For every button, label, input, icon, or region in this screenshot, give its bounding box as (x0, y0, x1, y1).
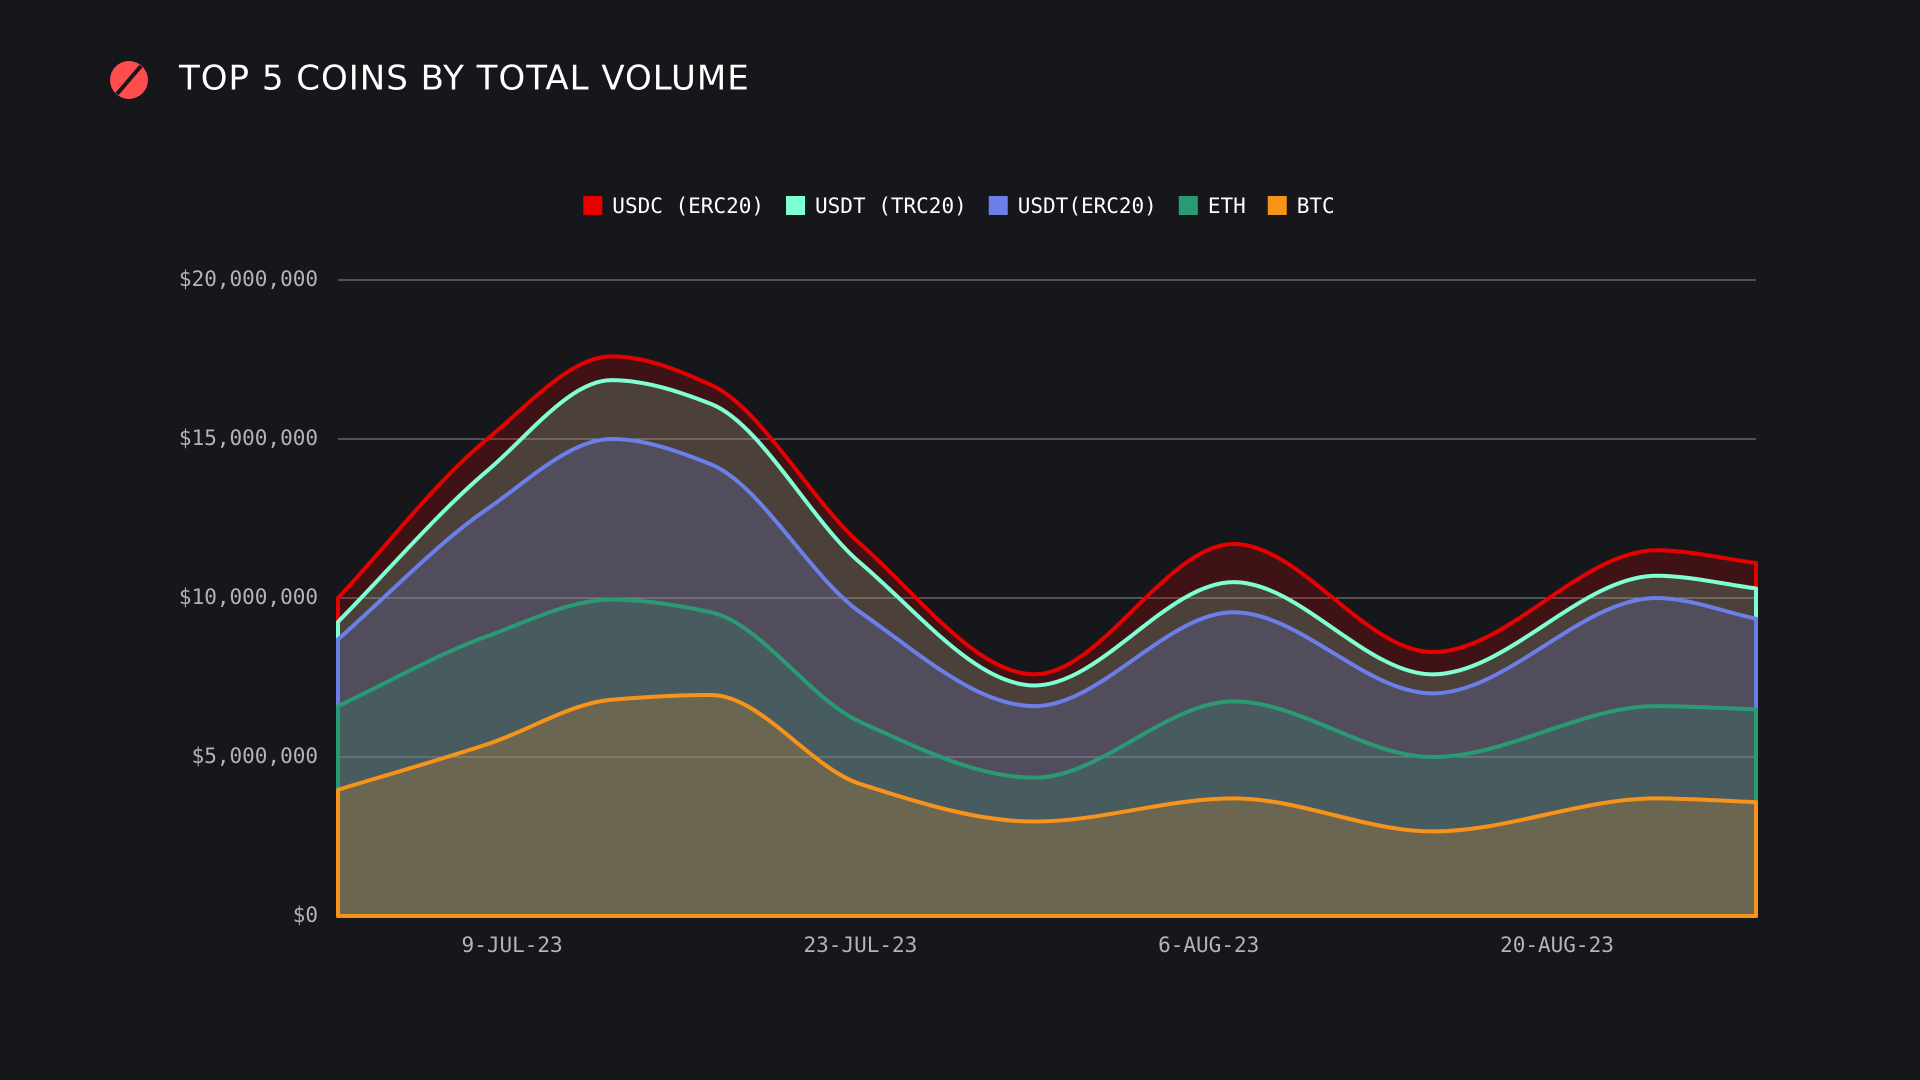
legend-item: ETH (1178, 194, 1246, 218)
legend-label: BTC (1297, 194, 1335, 218)
y-tick-label: $0 (293, 903, 318, 927)
legend-swatch (1178, 196, 1198, 215)
legend: USDC (ERC20) USDT (TRC20) USDT(ERC20) ETH BT… (583, 194, 1335, 218)
y-tick-label: $20,000,000 (179, 267, 318, 291)
area (336, 597, 1758, 918)
y-tick-label: $15,000,000 (179, 426, 318, 450)
y-tick-label: $10,000,000 (179, 585, 318, 609)
legend-item: USDT(ERC20) (988, 194, 1157, 218)
legend-label: USDT(ERC20) (1018, 194, 1157, 218)
area (336, 437, 1758, 918)
legend-swatch (786, 196, 806, 215)
legend-item: BTC (1267, 194, 1335, 218)
legend-item: USDC (ERC20) (583, 194, 764, 218)
y-tick-label: $5,000,000 (192, 744, 318, 768)
x-tick-label: 9-JUL-23 (462, 933, 563, 957)
x-tick-label: 23-JUL-23 (804, 933, 918, 957)
legend-swatch (1267, 196, 1287, 215)
legend-swatch (583, 196, 603, 215)
area (336, 378, 1758, 918)
chart-title: TOP 5 COINS BY TOTAL VOLUME (178, 59, 750, 99)
area (336, 354, 1758, 918)
legend-label: USDT (TRC20) (815, 194, 967, 218)
logo-icon (110, 61, 148, 99)
x-tick-label: 6-AUG-23 (1158, 933, 1259, 957)
x-tick-label: 20-AUG-23 (1500, 933, 1614, 957)
area (336, 692, 1758, 918)
legend-swatch (988, 196, 1008, 215)
legend-label: USDC (ERC20) (612, 194, 764, 218)
legend-item: USDT (TRC20) (786, 194, 967, 218)
legend-label: ETH (1208, 194, 1246, 218)
